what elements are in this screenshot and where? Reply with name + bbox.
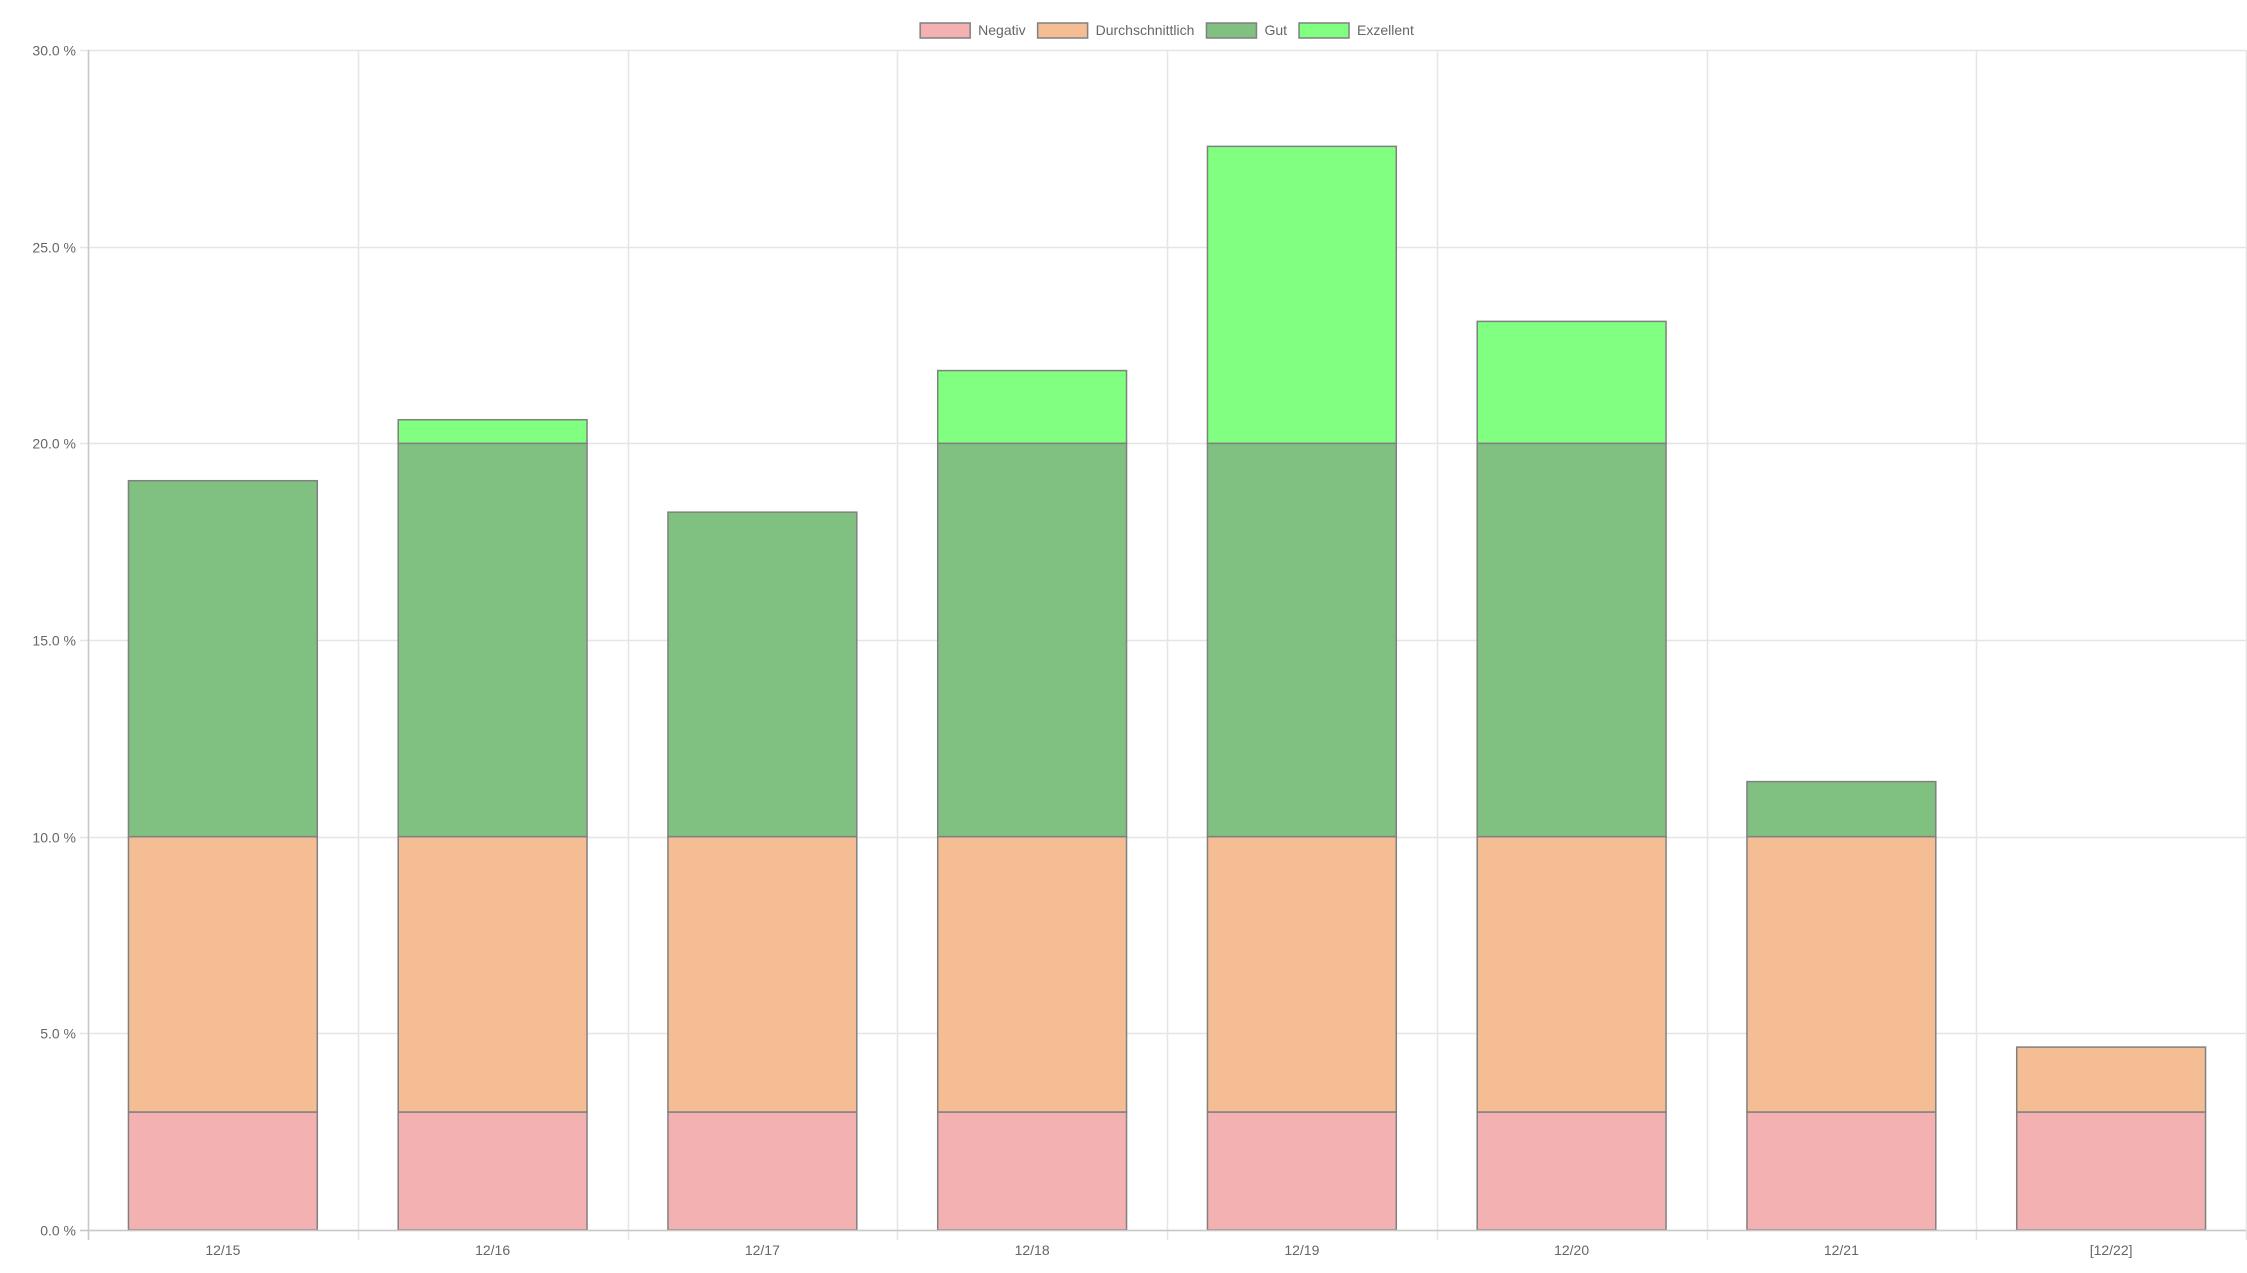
- grid: [80, 49, 2247, 1240]
- bar-segment-negativ-5[interactable]: [1476, 1111, 1667, 1231]
- legend-label: Exzellent: [1357, 22, 1414, 38]
- y-tick-label: 20.0 %: [32, 436, 76, 452]
- y-tick-label: 0.0 %: [40, 1223, 76, 1239]
- y-tick-label: 15.0 %: [32, 633, 76, 649]
- x-tick-label: 12/20: [1554, 1242, 1589, 1258]
- bar-segment-exzellent-5[interactable]: [1476, 320, 1667, 445]
- x-tick-label: 12/17: [745, 1242, 780, 1258]
- legend-label: Gut: [1264, 22, 1287, 38]
- bar-segment-exzellent-4[interactable]: [1206, 145, 1398, 445]
- bar-segment-gut-0[interactable]: [127, 479, 319, 838]
- bar-segment-durchschnittlich-2[interactable]: [667, 835, 858, 1113]
- bar-segment-negativ-2[interactable]: [667, 1111, 858, 1231]
- bar-segment-negativ-7[interactable]: [2015, 1111, 2207, 1231]
- bar-segment-durchschnittlich-1[interactable]: [397, 835, 588, 1113]
- bar-segment-exzellent-1[interactable]: [397, 418, 588, 445]
- legend-item-durchschnittlich[interactable]: Durchschnittlich: [1036, 22, 1195, 39]
- legend: Negativ Durchschnittlich Gut Exzellent: [919, 22, 1414, 39]
- legend-swatch: [1298, 22, 1350, 39]
- bar-segment-durchschnittlich-0[interactable]: [127, 835, 319, 1113]
- bar-segment-durchschnittlich-6[interactable]: [1746, 835, 1937, 1113]
- legend-item-gut[interactable]: Gut: [1205, 22, 1287, 39]
- legend-item-negativ[interactable]: Negativ: [919, 22, 1026, 39]
- legend-swatch: [1036, 22, 1089, 39]
- x-tick-label: 12/15: [205, 1242, 240, 1258]
- x-tick-label: 12/19: [1284, 1242, 1319, 1258]
- legend-item-exzellent[interactable]: Exzellent: [1298, 22, 1414, 39]
- legend-label: Durchschnittlich: [1096, 22, 1195, 38]
- bar-segment-gut-3[interactable]: [936, 442, 1128, 838]
- bar-segment-exzellent-3[interactable]: [936, 369, 1128, 445]
- bar-segment-negativ-0[interactable]: [127, 1111, 319, 1231]
- bar-segment-negativ-4[interactable]: [1206, 1111, 1398, 1231]
- x-tick-label: 12/18: [1015, 1242, 1050, 1258]
- bar-segment-durchschnittlich-7[interactable]: [2015, 1046, 2207, 1113]
- bars: [127, 145, 2207, 1231]
- bar-segment-negativ-1[interactable]: [397, 1111, 588, 1231]
- y-tick-label: 25.0 %: [32, 240, 76, 256]
- bar-segment-gut-2[interactable]: [667, 511, 858, 838]
- y-tick-label: 30.0 %: [32, 43, 76, 59]
- bar-segment-gut-4[interactable]: [1206, 442, 1398, 838]
- legend-swatch: [919, 22, 971, 39]
- y-tick-label: 5.0 %: [40, 1026, 76, 1042]
- legend-label: Negativ: [978, 22, 1025, 38]
- bar-segment-gut-5[interactable]: [1476, 442, 1667, 838]
- bar-segment-gut-1[interactable]: [397, 442, 588, 838]
- y-tick-label: 10.0 %: [32, 830, 76, 846]
- bar-segment-negativ-3[interactable]: [936, 1111, 1128, 1231]
- legend-swatch: [1205, 22, 1258, 39]
- x-tick-label: 12/21: [1824, 1242, 1859, 1258]
- x-tick-label: [12/22]: [2090, 1242, 2133, 1258]
- bar-segment-negativ-6[interactable]: [1746, 1111, 1937, 1231]
- bar-segment-durchschnittlich-3[interactable]: [936, 835, 1128, 1113]
- x-tick-label: 12/16: [475, 1242, 510, 1258]
- bar-segment-durchschnittlich-4[interactable]: [1206, 835, 1398, 1113]
- bar-segment-gut-6[interactable]: [1746, 780, 1937, 838]
- axes: 0.0 % 5.0 % 10.0 % 15.0 % 20.0 % 25.0 % 30.0 %…: [32, 43, 2246, 1258]
- bar-segment-durchschnittlich-5[interactable]: [1476, 835, 1667, 1113]
